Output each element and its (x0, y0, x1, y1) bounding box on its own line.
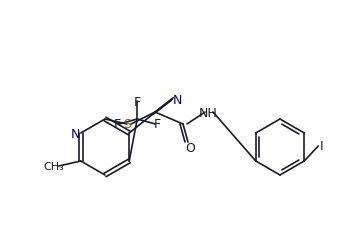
Text: I: I (319, 140, 323, 153)
Text: N: N (173, 93, 182, 106)
Text: F: F (154, 118, 161, 131)
Text: NH: NH (199, 106, 217, 119)
Text: N: N (71, 127, 80, 140)
Text: S: S (123, 118, 131, 131)
Text: O: O (185, 141, 195, 154)
Text: F: F (134, 95, 141, 108)
Text: CH₃: CH₃ (44, 161, 64, 171)
Text: F: F (114, 118, 121, 131)
